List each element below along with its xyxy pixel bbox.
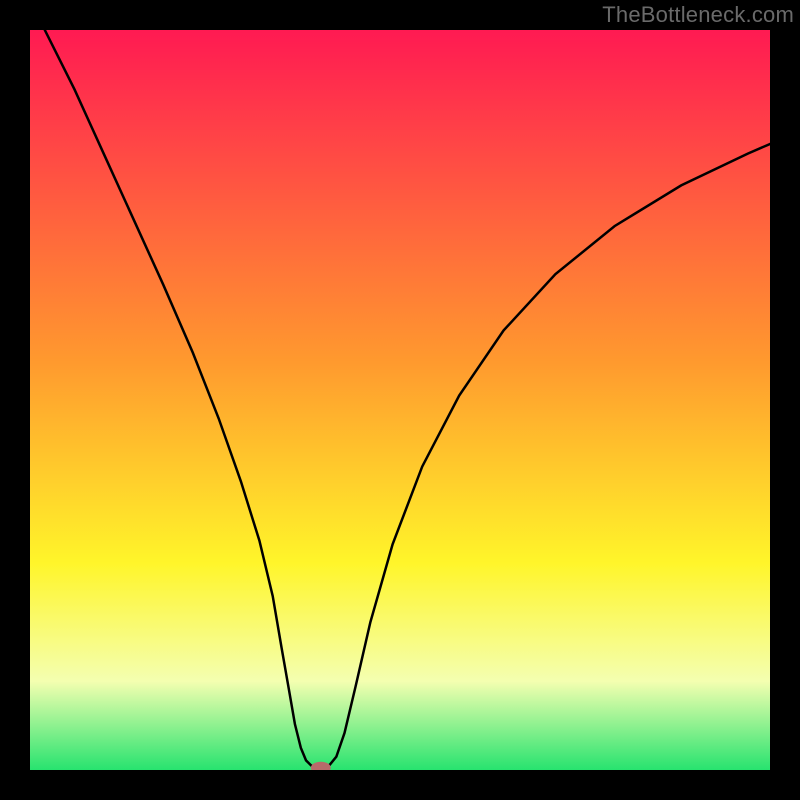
minimum-marker: [311, 762, 331, 770]
watermark-text: TheBottleneck.com: [602, 2, 794, 28]
bottleneck-curve: [45, 30, 770, 768]
chart-svg: [30, 30, 770, 770]
chart-plot-area: [30, 30, 770, 770]
